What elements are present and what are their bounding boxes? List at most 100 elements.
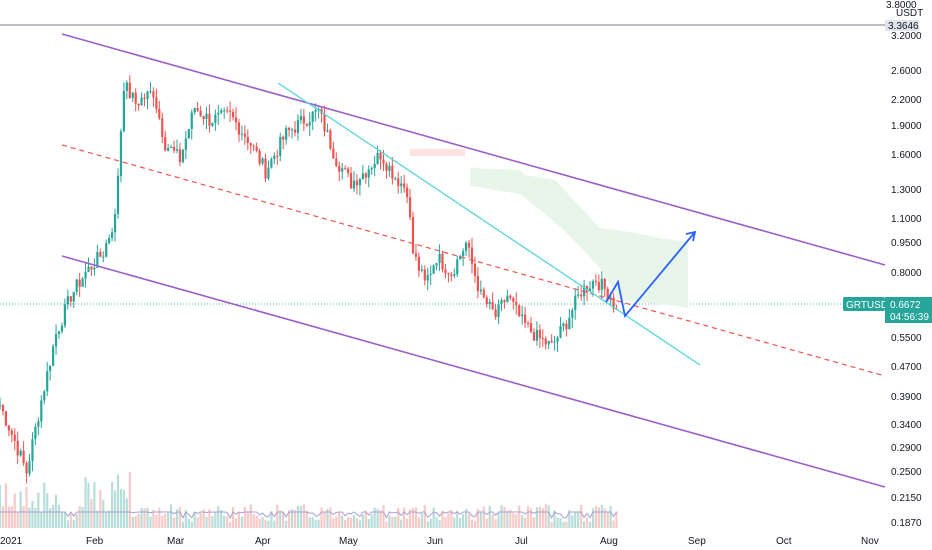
candle [0, 397, 2, 410]
candle [28, 454, 31, 477]
candle [299, 108, 302, 125]
descending-trendline[interactable] [277, 82, 701, 366]
candle-body [261, 158, 264, 164]
volume-bar [199, 513, 202, 528]
candle-body [400, 183, 403, 187]
volume-bar [435, 516, 438, 528]
candle-body [512, 297, 515, 302]
candle-body [497, 304, 500, 318]
candle [199, 105, 202, 117]
candle [290, 127, 294, 139]
candle [246, 129, 249, 151]
candle [25, 461, 28, 484]
candle-body [184, 138, 187, 150]
candle-body [535, 329, 538, 341]
candle [385, 161, 388, 179]
candle [494, 304, 497, 320]
candle-body [270, 158, 273, 168]
candle [423, 265, 426, 286]
x-tick-label: Aug [600, 536, 618, 547]
candle [485, 295, 488, 308]
candle [1, 404, 5, 416]
volume-bar [19, 491, 22, 528]
volume-bar [258, 519, 261, 528]
volume-bar [311, 516, 314, 528]
level-price-tag [885, 20, 919, 31]
candle-body [134, 92, 137, 104]
volume-bar [450, 509, 453, 528]
candle [450, 271, 453, 282]
volume-bar [538, 506, 541, 528]
candle-body [161, 118, 164, 137]
volume-bar [485, 518, 488, 528]
y-tick-label: 2.6000 [891, 66, 922, 77]
candle [122, 82, 125, 133]
candle-body [338, 165, 341, 172]
x-tick-label: Jul [515, 536, 528, 547]
volume-bar [594, 506, 597, 528]
candle [521, 305, 524, 325]
candle [49, 364, 52, 381]
candle [108, 234, 111, 245]
volume-bar [66, 520, 69, 528]
candle [420, 264, 423, 273]
candle-body [302, 116, 305, 124]
channel-upper-line[interactable] [61, 33, 886, 266]
candle-body [518, 305, 521, 317]
volume-bar [84, 477, 87, 528]
volume-bar [140, 507, 143, 528]
candle-body [491, 301, 494, 310]
candle-body [571, 310, 574, 318]
volume-bar [411, 507, 415, 528]
candle-body [220, 110, 223, 113]
volume-bar [494, 519, 497, 528]
time-axis[interactable]: 2021 Feb Mar Apr May Jun Jul Aug Sep Oct… [0, 536, 879, 547]
candle-body [438, 253, 441, 264]
candle-body [181, 149, 184, 163]
volume-bar [234, 518, 238, 528]
volume-bar [585, 517, 589, 528]
volume-bar [400, 519, 403, 528]
candle-body [311, 111, 314, 122]
volume-bar [497, 512, 500, 528]
candle [293, 120, 297, 137]
candle [559, 316, 562, 339]
volume-bar [559, 518, 562, 528]
candle [583, 279, 586, 306]
volume-bar [31, 501, 34, 528]
volume-bar [261, 517, 264, 528]
candle-body [382, 159, 385, 164]
candle [571, 307, 574, 329]
candle [529, 316, 533, 334]
price-axis[interactable]: 3.8000 USDT 3.3646 3.2000 2.6000 2.2000 … [843, 0, 932, 529]
candle [158, 100, 161, 121]
candle-body [131, 92, 134, 98]
volume-bar [108, 510, 111, 528]
volume-bar [529, 508, 533, 528]
candle-body [105, 243, 108, 257]
candle [556, 335, 559, 352]
candle [113, 208, 117, 242]
candle [63, 298, 66, 328]
candle [72, 291, 75, 309]
candle-body [237, 122, 241, 135]
volume-bar [394, 516, 397, 528]
projection-path[interactable] [605, 231, 696, 319]
candle [429, 265, 432, 286]
candle-body [22, 450, 25, 464]
y-tick-label: 1.3000 [891, 185, 922, 196]
candle-body [116, 175, 120, 214]
volume-bar [190, 521, 193, 528]
candle-body [282, 136, 285, 140]
volume-bar [414, 507, 418, 528]
candle [190, 109, 193, 140]
candle-body [414, 253, 418, 257]
candle-body [102, 256, 105, 258]
volume-bar [231, 507, 235, 528]
channel-lower-line[interactable] [61, 255, 886, 488]
candle-body [349, 173, 353, 189]
y-tick-label: 2.2000 [891, 95, 922, 106]
candle [470, 237, 474, 274]
channel-midline[interactable] [61, 144, 886, 377]
